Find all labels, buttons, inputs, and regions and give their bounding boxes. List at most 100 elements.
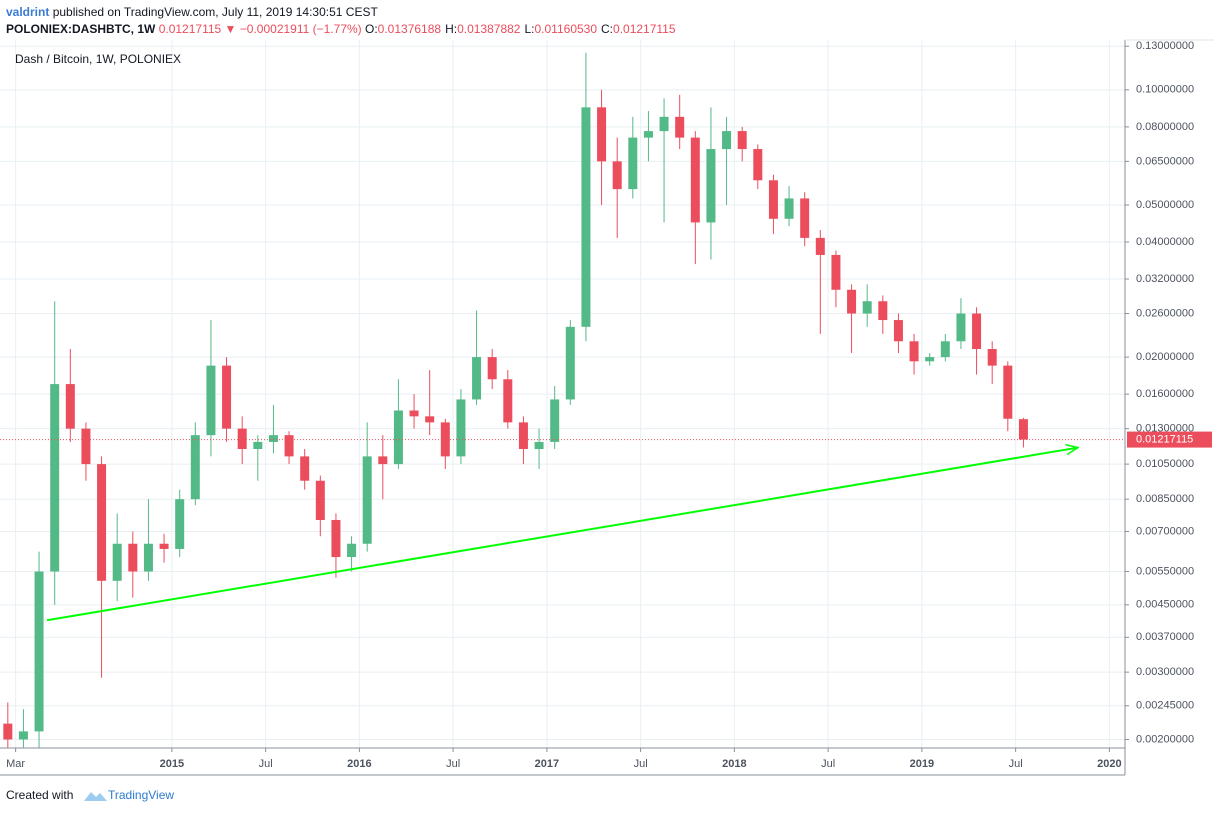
candle-body <box>831 254 841 290</box>
symbol: POLONIEX:DASHBTC, 1W <box>6 22 156 36</box>
candle-body <box>253 441 263 450</box>
y-tick-label: 0.01300000 <box>1136 423 1194 435</box>
candle-body <box>159 543 169 549</box>
candle-body <box>753 149 763 181</box>
candle-body <box>190 435 200 500</box>
x-tick-label: Jul <box>1009 758 1023 770</box>
candle-body <box>878 301 888 321</box>
candle-body <box>987 349 997 366</box>
candle-body <box>628 137 638 190</box>
candle-body <box>206 365 216 436</box>
candle-body <box>97 464 107 581</box>
ohlc: O:0.01376188 H:0.01387882 L:0.01160530 C:0.… <box>365 22 680 36</box>
candle-body <box>347 543 357 558</box>
candle-body <box>737 131 747 150</box>
published: published on TradingView.com, July 11, 2… <box>52 5 378 19</box>
x-tick-label: Mar <box>6 758 25 770</box>
x-tick-label: 2020 <box>1097 758 1121 770</box>
candle-body <box>581 107 591 327</box>
down-arrow: ▼ <box>224 22 237 36</box>
candle-body <box>362 456 372 544</box>
y-tick-label: 0.10000000 <box>1136 84 1194 96</box>
candle-body <box>128 543 138 572</box>
y-tick-label: 0.01600000 <box>1136 388 1194 400</box>
candle-body <box>862 301 872 314</box>
y-tick-label: 0.05000000 <box>1136 199 1194 211</box>
candle-body <box>81 428 91 465</box>
price-label: 0.01217115 <box>1136 433 1193 445</box>
x-tick-label: Jul <box>634 758 648 770</box>
brand[interactable]: TradingView <box>108 788 174 802</box>
ohlc-value: 0.01160530 <box>534 22 598 36</box>
candle-body <box>50 384 60 572</box>
chart-title: Dash / Bitcoin, 1W, POLONIEX <box>15 52 181 66</box>
candle-body <box>1018 419 1028 440</box>
candle-body <box>456 399 466 457</box>
y-tick-label: 0.04000000 <box>1136 236 1194 248</box>
candle-body <box>534 441 544 450</box>
y-tick-label: 0.00300000 <box>1136 666 1194 678</box>
candle-body <box>503 379 513 423</box>
candle-body <box>768 180 778 219</box>
y-tick-label: 0.02000000 <box>1136 351 1194 363</box>
candle-body <box>268 435 278 442</box>
price-label-bg <box>1127 431 1212 448</box>
candle-body <box>472 357 482 400</box>
candle-body <box>597 107 607 162</box>
y-tick-label: 0.08000000 <box>1136 121 1194 133</box>
y-tick-label: 0.00850000 <box>1136 493 1194 505</box>
candle-body <box>643 131 653 138</box>
candle-body <box>34 571 44 732</box>
candle-body <box>143 543 153 572</box>
candle-body <box>284 435 294 457</box>
y-tick-label: 0.00550000 <box>1136 565 1194 577</box>
candle-body <box>315 480 325 520</box>
header-line: valdrint published on TradingView.com, J… <box>6 5 378 19</box>
author[interactable]: valdrint <box>6 5 50 19</box>
candle-body <box>409 410 419 417</box>
last-price: 0.01217115 <box>158 22 222 36</box>
candle-body <box>972 313 982 350</box>
change: −0.00021911 (−1.77%) <box>239 22 362 36</box>
candle-body <box>378 456 388 465</box>
x-tick-label: 2018 <box>722 758 746 770</box>
candle-body <box>893 320 903 342</box>
y-tick-label: 0.06500000 <box>1136 155 1194 167</box>
candle-body <box>690 137 700 223</box>
candle-body <box>612 161 622 190</box>
y-tick-label: 0.01050000 <box>1136 458 1194 470</box>
ohlc-value: 0.01217115 <box>613 22 676 36</box>
candle-body <box>487 357 497 380</box>
candle-body <box>425 416 435 423</box>
y-tick-label: 0.00200000 <box>1136 733 1194 745</box>
candle-body <box>847 289 857 314</box>
x-tick-label: Jul <box>821 758 835 770</box>
candle-body <box>940 341 950 358</box>
ohlc-label: C: <box>601 22 614 36</box>
ohlc-value: 0.01376188 <box>377 22 442 36</box>
ohlc-label: L: <box>524 22 535 36</box>
footer-text: Created with <box>6 788 73 802</box>
candle-body <box>550 399 560 442</box>
x-tick-label: Jul <box>259 758 273 770</box>
candle-body <box>3 723 13 740</box>
footer: Created with TradingView <box>6 788 174 802</box>
y-tick-label: 0.00245000 <box>1136 700 1194 712</box>
candle-body <box>65 384 75 429</box>
candle-body <box>393 410 403 465</box>
y-tick-label: 0.02600000 <box>1136 307 1194 319</box>
candle-body <box>222 365 232 429</box>
x-tick-label: 2015 <box>160 758 184 770</box>
y-tick-label: 0.00450000 <box>1136 599 1194 611</box>
candle-body <box>815 237 825 255</box>
candle-body <box>112 543 122 581</box>
candle-body <box>956 313 966 342</box>
x-tick-label: 2016 <box>347 758 371 770</box>
y-tick-label: 0.00700000 <box>1136 525 1194 537</box>
candle-body <box>18 731 28 740</box>
x-tick-label: 2017 <box>535 758 559 770</box>
candle-body <box>518 422 528 450</box>
candle-body <box>784 198 794 219</box>
